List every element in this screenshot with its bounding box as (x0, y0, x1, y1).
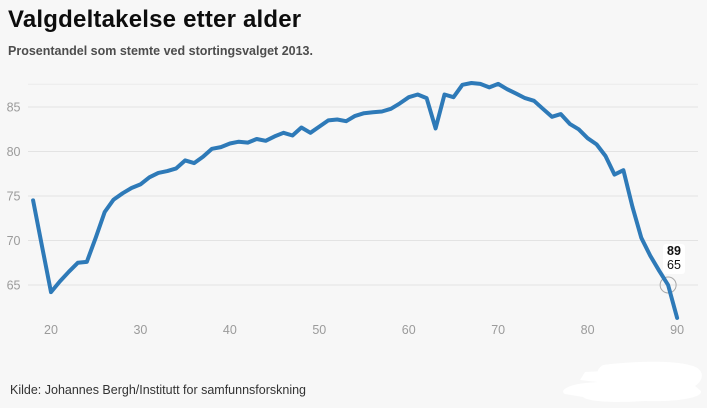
tooltip-value: 65 (667, 257, 681, 272)
x-tick-label-30: 30 (133, 323, 147, 337)
x-tick-label-70: 70 (491, 323, 505, 337)
x-tick-label-90: 90 (670, 323, 684, 337)
hover-marker-ring[interactable] (659, 276, 677, 294)
turnout-line-series[interactable] (31, 81, 680, 320)
tooltip: 89 65 (663, 244, 685, 274)
x-tick-label-80: 80 (581, 323, 595, 337)
y-tick-label-80: 80 (7, 145, 21, 159)
y-tick-label-70: 70 (7, 234, 21, 248)
tooltip-age: 89 (667, 244, 681, 258)
x-tick-label-50: 50 (312, 323, 326, 337)
page-title: Valgdeltakelse etter alder (8, 6, 302, 33)
x-tick-label-20: 20 (44, 323, 58, 337)
chart-subtitle: Prosentandel som stemte ved stortingsval… (8, 44, 313, 58)
y-tick-label-65: 65 (7, 279, 21, 293)
x-tick-label-40: 40 (223, 323, 237, 337)
y-tick-label-85: 85 (7, 101, 21, 115)
redacted-logo-scribble (563, 361, 702, 402)
y-tick-label-75: 75 (7, 190, 21, 204)
source-credit: Kilde: Johannes Bergh/Institutt for samf… (10, 383, 306, 397)
x-tick-label-60: 60 (402, 323, 416, 337)
line-chart[interactable]: 85 80 75 70 65 20 30 40 50 60 70 80 90 (0, 58, 707, 348)
